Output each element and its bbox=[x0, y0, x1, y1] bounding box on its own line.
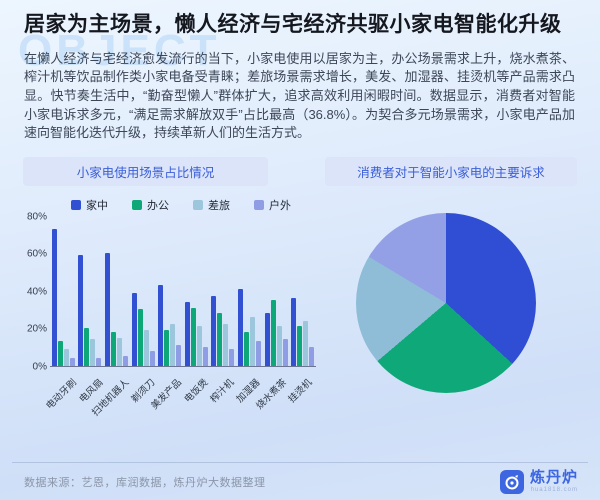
bar-chart-x-axis: 电动牙刷 电风扇 扫地机器人 剃须刀 美发产品 电饭煲 榨汁机 加湿器 烧水煮茶 挂烫机 bbox=[44, 367, 316, 431]
legend-label: 户外 bbox=[269, 199, 291, 212]
bar-挂烫机-办公 bbox=[297, 326, 303, 366]
bar-电动牙刷-差旅 bbox=[63, 348, 69, 366]
y-tick-label: 80% bbox=[26, 211, 47, 223]
y-tick-label: 60% bbox=[26, 248, 47, 260]
y-tick-label: 40% bbox=[26, 286, 47, 298]
page-title: 居家为主场景，懒人经济与宅经济共驱小家电智能化升级 bbox=[24, 13, 562, 36]
legend-label: 办公 bbox=[147, 199, 169, 212]
bar-chart-y-axis: 0% 20% 40% 60% 80% bbox=[24, 211, 50, 372]
footer-divider bbox=[12, 462, 588, 463]
x-tick-label-电动牙刷: 电动牙刷 bbox=[44, 376, 80, 412]
bar-group-剃须刀 bbox=[130, 292, 157, 366]
bar-group-扫地机器人 bbox=[103, 253, 130, 366]
bar-电饭煲-办公 bbox=[190, 307, 196, 366]
liandanlu-logo-icon bbox=[499, 469, 524, 494]
alchemist-glyph bbox=[505, 474, 519, 489]
bar-挂烫机-差旅 bbox=[303, 320, 309, 366]
pie-chart-header: 消费者对于智能小家电的主要诉求 bbox=[325, 156, 577, 186]
bar-chart-legend: 家中 办公 差旅 户外 bbox=[46, 197, 316, 213]
y-tick-label: 20% bbox=[26, 323, 47, 335]
bar-挂烫机-家中 bbox=[291, 298, 297, 366]
bar-group-榨汁机 bbox=[210, 296, 237, 366]
charts-row: 家中 办公 差旅 户外 0% 20% 40% 60% 80% 电动牙刷 电风扇 扫地机器人 剃须刀美… bbox=[0, 194, 600, 431]
bar-电风扇-户外 bbox=[96, 358, 102, 366]
bar-chart-bars bbox=[50, 217, 316, 367]
bar-榨汁机-家中 bbox=[211, 296, 217, 366]
bar-电饭煲-差旅 bbox=[196, 326, 202, 366]
footer: 数据来源：艺恩，库润数据，炼丹炉大数据整理 炼丹炉 hua1818.com bbox=[0, 463, 600, 500]
bar-加湿器-家中 bbox=[237, 288, 243, 366]
bar-group-挂烫机 bbox=[289, 298, 316, 366]
bar-group-加湿器 bbox=[236, 288, 263, 366]
bar-剃须刀-户外 bbox=[149, 350, 155, 366]
bar-加湿器-办公 bbox=[243, 331, 249, 366]
bar-电饭煲-户外 bbox=[202, 346, 208, 366]
legend-item-家中: 家中 bbox=[71, 197, 108, 213]
pie-chart bbox=[316, 194, 576, 431]
intro-paragraph: 在懒人经济与宅经济愈发流行的当下，小家电使用以居家为主，办公场景需求上升，烧水煮… bbox=[24, 50, 575, 141]
x-tick-label-电饭煲: 电饭煲 bbox=[182, 376, 211, 405]
bar-电动牙刷-办公 bbox=[57, 341, 63, 366]
bar-烧水煮茶-户外 bbox=[282, 339, 288, 366]
legend-swatch bbox=[193, 199, 203, 210]
bar-group-电饭煲 bbox=[183, 301, 210, 366]
brand-name: 炼丹炉 bbox=[529, 469, 578, 486]
legend-label: 家中 bbox=[86, 199, 108, 212]
bar-电风扇-家中 bbox=[78, 255, 84, 366]
bar-电动牙刷-户外 bbox=[69, 358, 75, 366]
bar-group-美发产品 bbox=[156, 285, 183, 366]
bar-加湿器-差旅 bbox=[249, 316, 255, 366]
bar-group-电风扇 bbox=[77, 255, 104, 366]
legend-label: 差旅 bbox=[208, 199, 230, 212]
bar-电动牙刷-家中 bbox=[51, 228, 57, 366]
bar-剃须刀-办公 bbox=[137, 309, 143, 366]
bar-美发产品-办公 bbox=[164, 330, 170, 366]
bar-美发产品-户外 bbox=[176, 345, 182, 366]
bar-chart-plot-area: 0% 20% 40% 60% 80% 电动牙刷 电风扇 扫地机器人 剃须刀 美发产品 电饭煲 榨汁机… bbox=[24, 211, 316, 431]
bar-电风扇-办公 bbox=[84, 328, 90, 366]
data-source-note: 数据来源：艺恩，库润数据，炼丹炉大数据整理 bbox=[24, 476, 266, 489]
bar-榨汁机-差旅 bbox=[223, 324, 229, 366]
legend-item-差旅: 差旅 bbox=[193, 197, 230, 213]
watermark: OBJECT bbox=[18, 26, 221, 75]
bar-电饭煲-家中 bbox=[184, 301, 190, 366]
legend-swatch bbox=[254, 199, 264, 210]
legend-item-办公: 办公 bbox=[132, 197, 169, 213]
bar-chart: 家中 办公 差旅 户外 0% 20% 40% 60% 80% 电动牙刷 电风扇 扫地机器人 剃须刀美… bbox=[24, 194, 316, 431]
bar-group-电动牙刷 bbox=[50, 228, 77, 366]
brand-logo: 炼丹炉 hua1818.com bbox=[499, 469, 578, 494]
bar-加湿器-户外 bbox=[255, 341, 261, 366]
bar-烧水煮茶-办公 bbox=[270, 300, 276, 366]
pie-chart-circle bbox=[356, 212, 536, 393]
bar-剃须刀-家中 bbox=[131, 292, 137, 366]
bar-烧水煮茶-差旅 bbox=[276, 326, 282, 366]
bar-扫地机器人-差旅 bbox=[116, 337, 122, 366]
bar-烧水煮茶-家中 bbox=[264, 313, 270, 366]
bar-剃须刀-差旅 bbox=[143, 330, 149, 366]
legend-item-户外: 户外 bbox=[254, 197, 291, 213]
bar-扫地机器人-家中 bbox=[104, 253, 110, 366]
bar-电风扇-差旅 bbox=[90, 339, 96, 366]
bar-扫地机器人-户外 bbox=[122, 356, 128, 366]
bar-扫地机器人-办公 bbox=[110, 331, 116, 366]
x-tick-label-榨汁机: 榨汁机 bbox=[208, 376, 237, 405]
legend-swatch bbox=[132, 199, 142, 210]
y-tick-label: 0% bbox=[32, 361, 47, 373]
x-tick-label-挂烫机: 挂烫机 bbox=[286, 376, 315, 405]
bar-group-烧水煮茶 bbox=[263, 300, 290, 366]
bar-chart-header: 小家电使用场景占比情况 bbox=[23, 156, 268, 186]
bar-挂烫机-户外 bbox=[309, 346, 315, 366]
legend-swatch bbox=[71, 199, 81, 210]
bar-美发产品-家中 bbox=[158, 285, 164, 366]
brand-url: hua1818.com bbox=[530, 487, 578, 493]
bar-榨汁机-户外 bbox=[229, 348, 235, 366]
bar-榨汁机-办公 bbox=[217, 313, 223, 366]
section-headers: 小家电使用场景占比情况 消费者对于智能小家电的主要诉求 bbox=[0, 156, 600, 186]
bar-美发产品-差旅 bbox=[170, 324, 176, 366]
